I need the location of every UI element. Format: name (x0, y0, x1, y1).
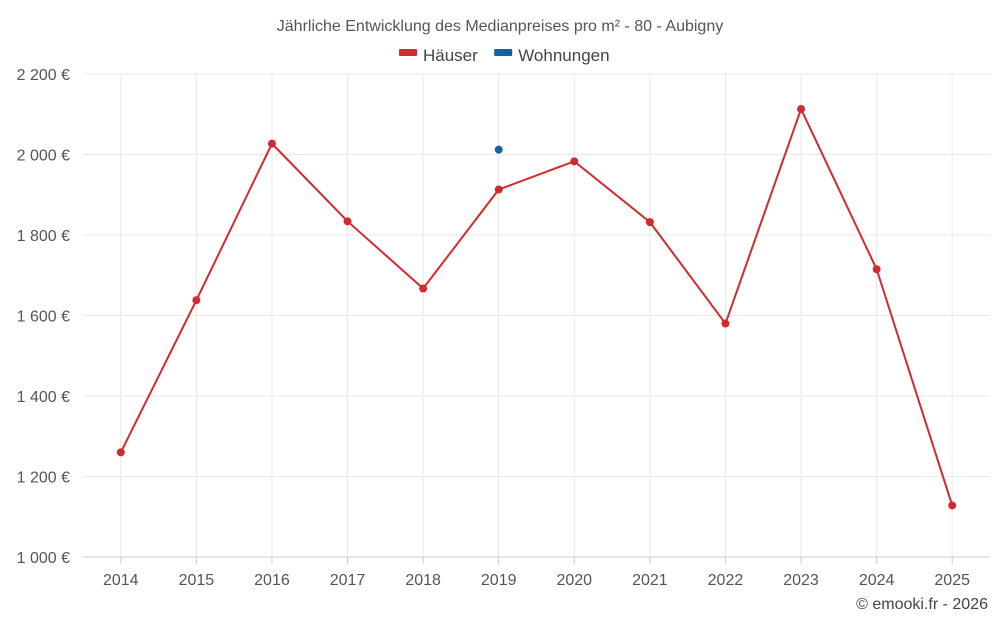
y-tick-label: 2 000 € (17, 148, 70, 165)
x-tick-label: 2017 (330, 572, 366, 589)
data-point-häuser[interactable] (570, 157, 579, 166)
x-tick-label: 2015 (179, 572, 215, 589)
data-point-häuser[interactable] (116, 448, 125, 457)
chart-title: Jährliche Entwicklung des Medianpreises … (277, 18, 723, 35)
data-point-häuser[interactable] (948, 501, 957, 510)
data-point-häuser[interactable] (494, 185, 503, 194)
x-tick-label: 2018 (405, 572, 441, 589)
legend: Häuser Wohnungen (399, 46, 610, 65)
y-tick-label: 1 800 € (17, 228, 70, 245)
x-tick-label: 2021 (632, 572, 668, 589)
legend-label: Wohnungen (518, 46, 609, 65)
x-tick-label: 2020 (556, 572, 592, 589)
data-point-häuser[interactable] (797, 105, 806, 114)
series-line-häuser (119, 108, 954, 507)
y-tick-label: 1 400 € (17, 389, 70, 406)
y-tick-label: 1 600 € (17, 309, 70, 326)
y-tick-label: 2 200 € (17, 67, 70, 84)
y-axis-ticks: 1 000 € 1 200 € 1 400 € 1 600 € 1 800 € 2 000… (17, 67, 70, 567)
x-tick-label: 2019 (481, 572, 517, 589)
data-point-wohnungen[interactable] (494, 145, 503, 154)
x-tick-label: 2025 (934, 572, 970, 589)
legend-swatch (494, 49, 513, 56)
legend-item-wohnungen[interactable]: Wohnungen (494, 46, 610, 65)
legend-swatch (399, 49, 417, 56)
data-point-häuser[interactable] (721, 319, 730, 328)
x-axis-ticks: 2014 2015 2016 2017 2018 2019 2020 2021 2022 2023… (103, 557, 970, 589)
x-tick-label: 2014 (103, 572, 139, 589)
legend-item-häuser[interactable]: Häuser (399, 46, 478, 65)
legend-label: Häuser (423, 46, 478, 65)
x-tick-label: 2022 (708, 572, 744, 589)
grid (83, 73, 990, 558)
y-tick-label: 1 200 € (17, 470, 70, 487)
x-tick-label: 2023 (783, 572, 819, 589)
data-point-häuser[interactable] (343, 217, 352, 226)
data-point-häuser[interactable] (872, 265, 881, 274)
y-tick-label: 1 000 € (17, 550, 70, 567)
data-point-häuser[interactable] (192, 296, 201, 305)
data-point-häuser[interactable] (419, 284, 428, 293)
credit-text: © emooki.fr - 2026 (856, 596, 988, 613)
series-layer (116, 105, 957, 510)
data-point-häuser[interactable] (267, 139, 276, 148)
x-tick-label: 2016 (254, 572, 290, 589)
data-point-häuser[interactable] (645, 218, 654, 227)
x-tick-label: 2024 (859, 572, 895, 589)
